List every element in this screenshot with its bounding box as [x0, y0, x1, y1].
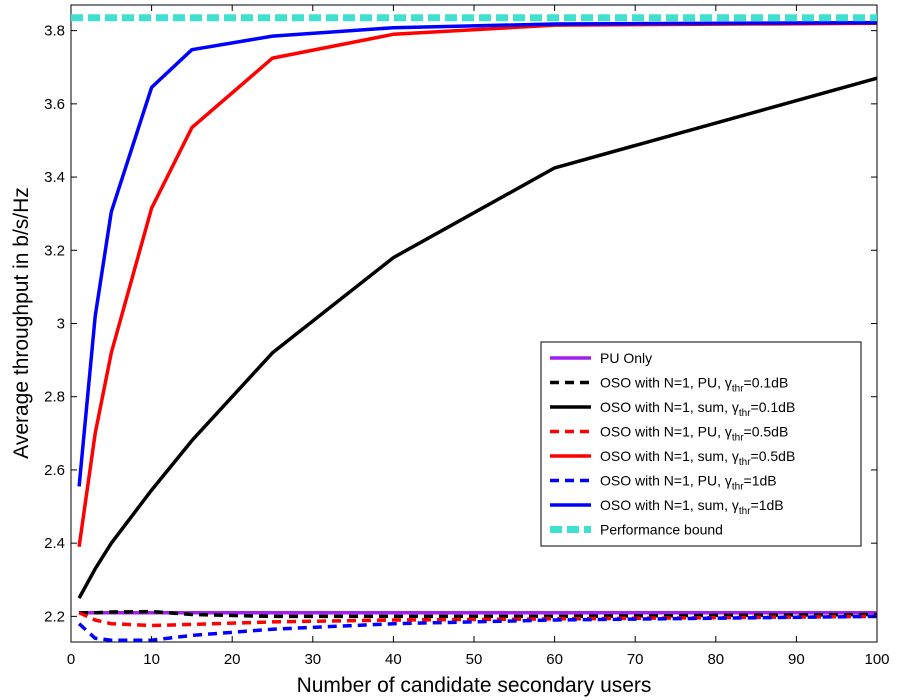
x-tick-label: 30 — [304, 651, 321, 668]
legend-label-2: OSO with N=1, sum, γthr=0.1dB — [600, 399, 795, 419]
y-tick-label: 2.8 — [44, 389, 65, 406]
legend-label-3: OSO with N=1, PU, γthr=0.5dB — [600, 424, 788, 444]
y-tick-label: 3 — [57, 316, 65, 333]
x-tick-label: 90 — [788, 651, 805, 668]
x-tick-label: 80 — [707, 651, 724, 668]
legend-label-7: Performance bound — [600, 522, 723, 538]
x-axis-title: Number of candidate secondary users — [297, 674, 652, 697]
legend-label-1: OSO with N=1, PU, γthr=0.1dB — [600, 375, 788, 395]
legend-label-6: OSO with N=1, sum, γthr=1dB — [600, 497, 784, 517]
x-tick-label: 100 — [864, 651, 889, 668]
series-line-2 — [77, 76, 877, 599]
ticks-layer: 0 10 20 30 40 50 60 70 80 90 100 2.2 2.4 2.6 2.8 3 3.2 3.… — [44, 5, 890, 668]
x-tick-label: 20 — [224, 651, 241, 668]
legend: PU Only OSO with N=1, PU, γthr=0.1dB OSO w… — [540, 341, 862, 547]
y-tick-label: 3.4 — [44, 169, 65, 186]
series-layer — [71, 14, 877, 642]
y-tick-label: 3.6 — [44, 96, 65, 113]
legend-label-4: OSO with N=1, sum, γthr=0.5dB — [600, 448, 795, 468]
y-axis-title: Average throughput in b/s/Hz — [10, 187, 33, 459]
x-tick-label: 0 — [67, 651, 75, 668]
legend-label-0: PU Only — [600, 350, 652, 366]
legend-label-5: OSO with N=1, PU, γthr=1dB — [600, 473, 777, 493]
legend-box — [540, 341, 862, 547]
x-tick-label: 40 — [385, 651, 402, 668]
y-tick-label: 2.6 — [44, 462, 65, 479]
x-tick-label: 70 — [627, 651, 644, 668]
series-line-6 — [77, 20, 877, 487]
x-tick-label: 50 — [466, 651, 483, 668]
series-line-1 — [79, 609, 877, 619]
series-line-5 — [77, 614, 877, 642]
y-tick-label: 2.4 — [44, 535, 65, 552]
series-line-4 — [77, 21, 877, 548]
y-tick-label: 3.8 — [44, 23, 65, 40]
x-tick-label: 10 — [143, 651, 160, 668]
x-tick-label: 60 — [546, 651, 563, 668]
series-line-3 — [78, 611, 877, 628]
y-tick-label: 3.2 — [44, 242, 65, 259]
y-tick-label: 2.2 — [44, 608, 65, 625]
